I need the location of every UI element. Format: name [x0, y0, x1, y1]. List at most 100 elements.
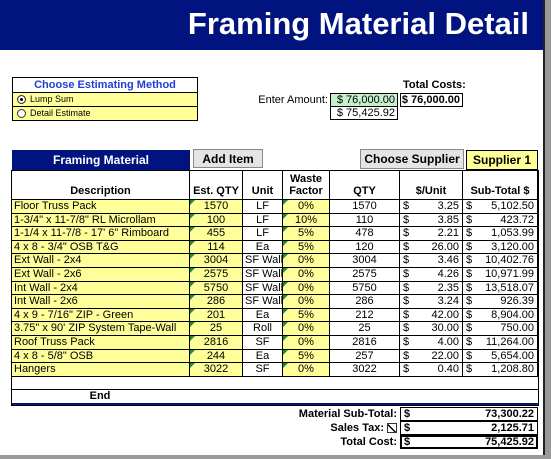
- table-cell[interactable]: 1570: [190, 200, 243, 214]
- computed-amount: $ 75,425.92: [330, 107, 398, 120]
- table-cell[interactable]: 4 x 9 - 7/16" ZIP - Green: [12, 308, 190, 323]
- table-cell: [400, 295, 463, 309]
- column-header: $/Unit: [400, 170, 463, 200]
- table-cell: [463, 200, 538, 214]
- choose-supplier-button[interactable]: Choose Supplier: [360, 149, 464, 169]
- table-cell[interactable]: 100: [190, 213, 243, 228]
- table-cell: SF: [243, 336, 283, 350]
- total-costs-label: Total Costs:: [403, 79, 466, 91]
- table-cell: 110: [330, 213, 400, 228]
- table-cell[interactable]: Ext Wall - 2x4: [12, 254, 190, 268]
- table-cell: [400, 254, 463, 268]
- table-cell[interactable]: 4 x 8 - 3/4" OSB T&G: [12, 240, 190, 255]
- sales-tax-checkbox[interactable]: [387, 423, 397, 433]
- table-cell[interactable]: 0%: [283, 336, 330, 350]
- method-title: Choose Estimating Method: [34, 79, 176, 91]
- column-header: Est. QTY: [190, 170, 243, 200]
- table-cell: SF Wall: [243, 295, 283, 309]
- currency-symbol: $: [466, 200, 473, 212]
- add-item-button[interactable]: Add Item: [193, 149, 263, 168]
- table-cell[interactable]: 455: [190, 227, 243, 241]
- summary-label: Sales Tax:: [330, 422, 384, 434]
- currency-symbol: $: [403, 336, 410, 348]
- table-cell: 3004: [330, 254, 400, 268]
- table-cell[interactable]: 0%: [283, 363, 330, 377]
- money-value: 10,402.76: [485, 254, 534, 267]
- table-cell[interactable]: Floor Truss Pack: [12, 200, 190, 214]
- table-cell[interactable]: 2575: [190, 268, 243, 282]
- table-cell: Roll: [243, 322, 283, 336]
- table-cell: 1570: [330, 200, 400, 214]
- table-cell[interactable]: Int Wall - 2x4: [12, 281, 190, 296]
- table-cell: 212: [330, 308, 400, 323]
- table-cell[interactable]: 5%: [283, 349, 330, 364]
- currency-symbol: $: [403, 213, 410, 226]
- table-cell: LF: [243, 227, 283, 241]
- radio-button[interactable]: [17, 109, 26, 118]
- table-cell: [400, 213, 463, 228]
- column-header: QTY: [330, 170, 400, 200]
- table-cell[interactable]: 5%: [283, 227, 330, 241]
- method-option-row: [13, 92, 197, 106]
- table-cell: [400, 240, 463, 255]
- money-value: 22.00: [431, 349, 459, 362]
- method-option[interactable]: Lump Sum: [30, 94, 74, 104]
- table-cell[interactable]: 0%: [283, 254, 330, 268]
- summary-label: Material Sub-Total:: [298, 408, 397, 420]
- table-cell[interactable]: 4 x 8 - 5/8" OSB: [12, 349, 190, 364]
- table-cell: 2575: [330, 268, 400, 282]
- money-value: 30.00: [431, 322, 459, 335]
- table-cell[interactable]: 0%: [283, 281, 330, 296]
- supplier-cell[interactable]: Supplier 1: [466, 150, 538, 170]
- enter-amount-label: Enter Amount:: [258, 94, 328, 106]
- table-cell: [463, 322, 538, 336]
- table-cell[interactable]: 3.75" x 90' ZIP System Tape-Wall: [12, 322, 190, 336]
- table-cell: [400, 349, 463, 364]
- method-option[interactable]: Detail Estimate: [30, 108, 91, 118]
- table-cell[interactable]: 114: [190, 240, 243, 255]
- table-cell[interactable]: Hangers: [12, 363, 190, 377]
- table-cell[interactable]: 1-1/4 x 11-7/8 - 17' 6" Rimboard: [12, 227, 190, 241]
- table-cell[interactable]: 5%: [283, 308, 330, 323]
- table-cell[interactable]: 3022: [190, 363, 243, 377]
- table-cell[interactable]: 25: [190, 322, 243, 336]
- table-cell[interactable]: 0%: [283, 322, 330, 336]
- column-header: Waste Factor: [283, 170, 330, 200]
- table-cell: [400, 268, 463, 282]
- money-value: 10,971.99: [485, 268, 534, 280]
- table-cell[interactable]: 10%: [283, 213, 330, 228]
- table-cell: 120: [330, 240, 400, 255]
- table-cell[interactable]: Int Wall - 2x6: [12, 295, 190, 309]
- currency-symbol: $: [466, 349, 473, 362]
- currency-symbol: $: [404, 422, 411, 434]
- table-cell[interactable]: 3004: [190, 254, 243, 268]
- table-cell: [400, 336, 463, 350]
- table-cell[interactable]: Roof Truss Pack: [12, 336, 190, 350]
- table-cell: Ea: [243, 349, 283, 364]
- table-cell[interactable]: 0%: [283, 295, 330, 309]
- radio-button[interactable]: [17, 95, 26, 104]
- currency-symbol: $: [466, 240, 473, 253]
- money-value: 4.26: [437, 268, 459, 280]
- table-cell[interactable]: 2816: [190, 336, 243, 350]
- table-cell: SF Wall: [243, 281, 283, 296]
- table-frame: [11, 170, 539, 406]
- table-cell[interactable]: 0%: [283, 200, 330, 214]
- table-cell[interactable]: 5750: [190, 281, 243, 296]
- blank-row: [12, 377, 538, 391]
- page-title: Framing Material Detail: [187, 6, 529, 41]
- currency-symbol: $: [403, 308, 410, 321]
- enter-amount-value[interactable]: $ 76,000.00: [330, 93, 398, 107]
- window-bottom: [0, 455, 551, 459]
- currency-symbol: $: [466, 268, 473, 280]
- table-cell: [463, 349, 538, 364]
- table-cell[interactable]: 201: [190, 308, 243, 323]
- table-cell: 478: [330, 227, 400, 241]
- table-cell[interactable]: 0%: [283, 268, 330, 282]
- table-cell[interactable]: 286: [190, 295, 243, 309]
- table-cell[interactable]: 244: [190, 349, 243, 364]
- table-cell[interactable]: 1-3/4" x 11-7/8" RL Microllam: [12, 213, 190, 228]
- table-cell[interactable]: Ext Wall - 2x6: [12, 268, 190, 282]
- table-cell[interactable]: 5%: [283, 240, 330, 255]
- money-value: 3.85: [437, 213, 459, 226]
